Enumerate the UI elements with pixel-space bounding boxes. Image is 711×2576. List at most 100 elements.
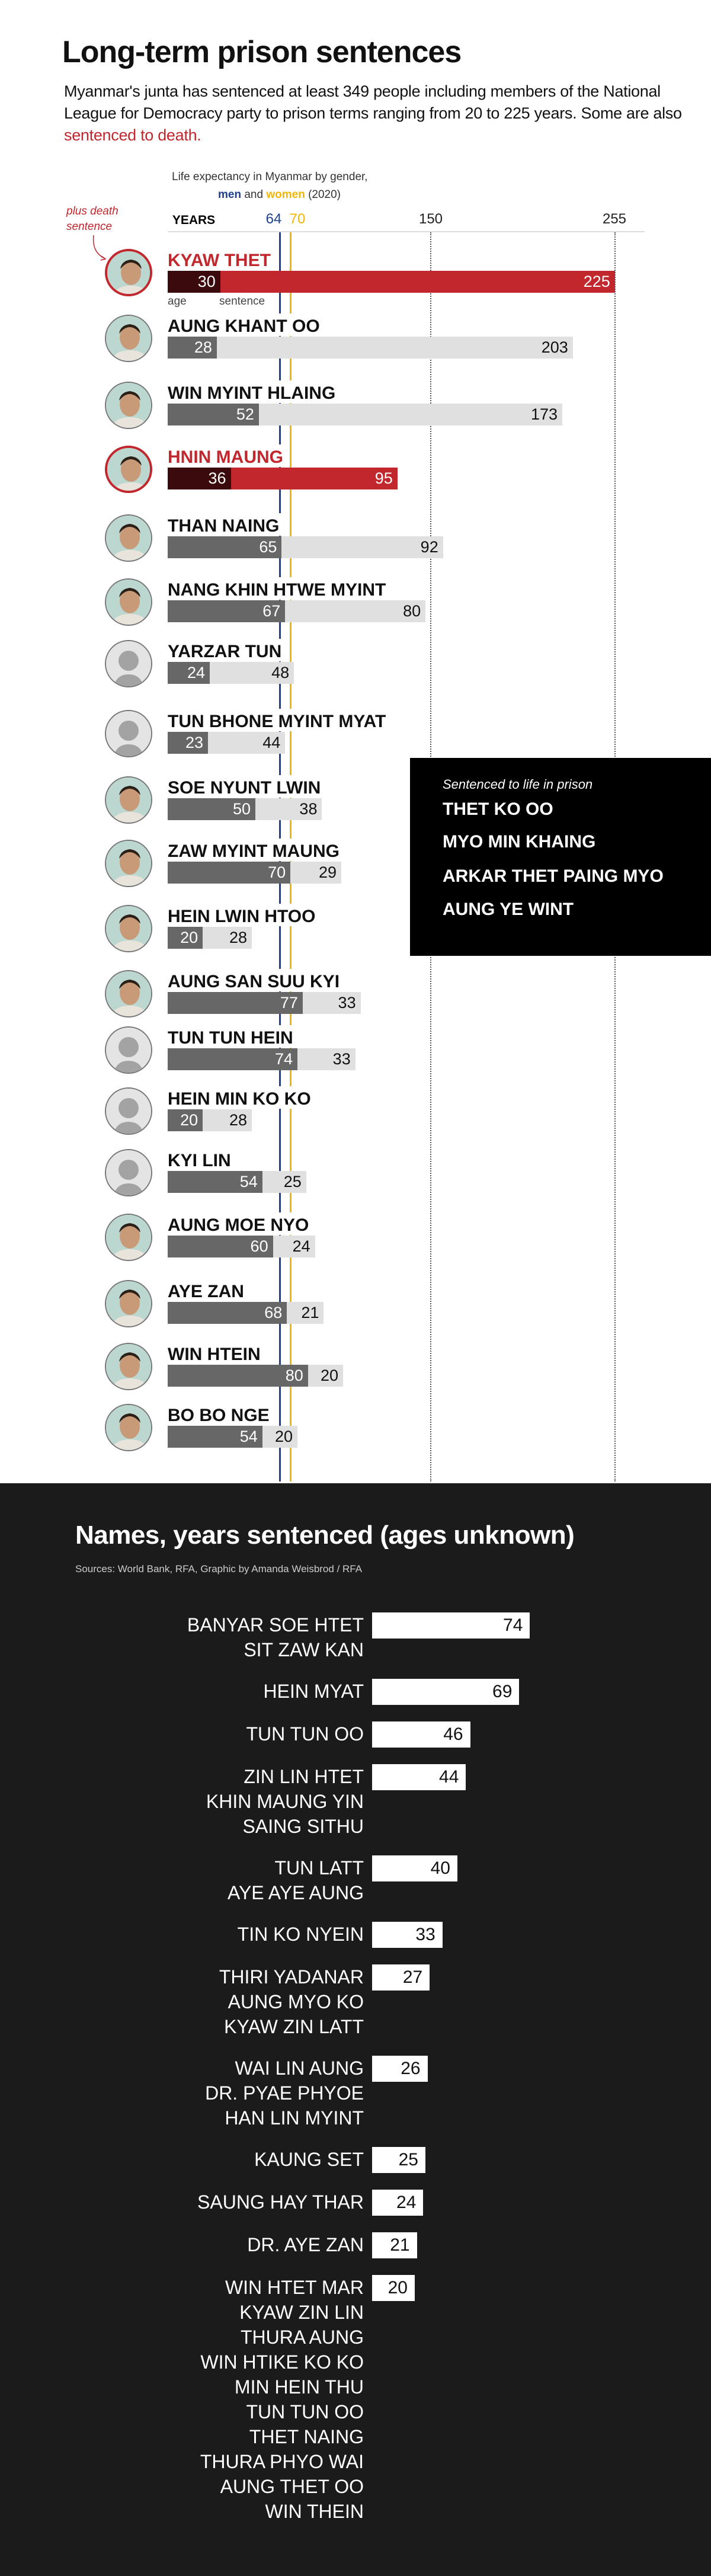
group-names: BANYAR SOE HTET SIT ZAW KAN <box>0 1612 364 1662</box>
sentence-group: WIN HTET MAR KYAW ZIN LIN THURA AUNG WIN HT… <box>0 2275 711 2524</box>
person-photo-avatar <box>105 446 152 493</box>
person-name: DR. PYAE PHYOE <box>205 2082 364 2104</box>
age-bar: 67 <box>168 600 286 622</box>
age-label: age <box>168 295 187 308</box>
years-bar: 44 <box>372 1764 466 1790</box>
person-name: KYAW THET <box>168 248 276 270</box>
person-photo-avatar <box>105 905 152 952</box>
page-subtitle: Myanmar's junta has sentenced at least 3… <box>64 81 692 146</box>
person-name: AUNG THET OO <box>220 2476 364 2497</box>
life-sentence-name: MYO MIN KHAING <box>443 832 596 852</box>
person-name: AUNG MYO KO <box>228 1991 364 2012</box>
person-name: ZAW MYINT MAUNG <box>168 839 344 861</box>
age-bar: 28 <box>168 337 217 359</box>
tick-label-64: 64 <box>265 211 282 227</box>
person-name: HEIN MYAT <box>263 1681 364 1702</box>
age-bar: 30 <box>168 271 220 293</box>
person-photo-avatar <box>105 514 152 562</box>
person-photo-avatar <box>105 970 152 1017</box>
person-name: WIN HTIKE KO KO <box>200 2351 364 2373</box>
sentence-value: 25 <box>283 1173 302 1191</box>
tick-label-70: 70 <box>289 211 306 227</box>
person-name: HEIN MIN KO KO <box>168 1086 316 1109</box>
person-name: KYI LIN <box>168 1148 236 1170</box>
placeholder-avatar-icon <box>105 1087 152 1135</box>
sentence-group: TIN KO NYEIN 33 <box>0 1922 711 1948</box>
person-name: THAN NAING <box>168 513 284 536</box>
sentence-value: 24 <box>292 1237 310 1255</box>
sentence-group: HEIN MYAT 69 <box>0 1679 711 1705</box>
person-name: MIN HEIN THU <box>234 2376 364 2398</box>
years-bar: 26 <box>372 2056 428 2082</box>
years-bar: 25 <box>372 2147 425 2173</box>
subtitle-death-text: sentenced to death. <box>64 126 201 144</box>
age-value: 54 <box>239 1173 258 1191</box>
person-name: THIRI YADANAR <box>219 1966 364 1988</box>
person-name: TUN TUN OO <box>246 2401 364 2423</box>
sentence-value: 20 <box>274 1428 293 1445</box>
life-sentence-name: THET KO OO <box>443 799 553 819</box>
age-bar: 20 <box>168 927 203 949</box>
age-bar: 68 <box>168 1302 287 1324</box>
axis-label-years: YEARS <box>172 213 216 227</box>
age-value: 68 <box>264 1304 283 1321</box>
sentence-group: KAUNG SET 25 <box>0 2147 711 2173</box>
person-name: TIN KO NYEIN <box>237 1924 364 1945</box>
person-name: SIT ZAW KAN <box>244 1639 364 1660</box>
legend-and: and <box>244 188 264 201</box>
person-name: TUN TUN HEIN <box>168 1025 298 1048</box>
age-bar: 65 <box>168 536 282 558</box>
life-expectancy-legend: Life expectancy in Myanmar by gender, me… <box>172 168 368 204</box>
person-name: AUNG MOE NYO <box>168 1212 314 1235</box>
age-value: 52 <box>236 405 254 423</box>
tick-label-255: 255 <box>602 211 627 227</box>
group-names: THIRI YADANAR AUNG MYO KO KYAW ZIN LATT <box>0 1964 364 2039</box>
years-bar: 27 <box>372 1964 430 1991</box>
tick-label-150: 150 <box>418 211 443 227</box>
age-value: 54 <box>239 1428 258 1445</box>
placeholder-avatar-icon <box>105 1149 152 1196</box>
age-value: 30 <box>197 273 216 290</box>
group-names: WAI LIN AUNG DR. PYAE PHYOE HAN LIN MYINT <box>0 2056 364 2130</box>
age-bar: 74 <box>168 1048 298 1070</box>
group-names: KAUNG SET <box>0 2147 364 2172</box>
sentence-value: 38 <box>299 800 318 818</box>
placeholder-avatar-icon <box>105 710 152 757</box>
sentence-group: DR. AYE ZAN 21 <box>0 2232 711 2258</box>
sentence-value: 29 <box>318 863 337 881</box>
death-sentence-note: plus death sentence <box>66 204 118 235</box>
person-name: KYAW ZIN LIN <box>239 2302 364 2323</box>
axis-line <box>168 231 645 232</box>
age-value: 23 <box>185 734 204 751</box>
age-value: 28 <box>194 338 212 356</box>
sentence-value: 48 <box>271 664 290 681</box>
age-bar: 52 <box>168 404 259 425</box>
sentence-group: WAI LIN AUNG DR. PYAE PHYOE HAN LIN MYINT 2… <box>0 2056 711 2130</box>
age-bar: 20 <box>168 1109 203 1131</box>
person-name: TUN LATT <box>274 1857 364 1879</box>
sentence-value: 95 <box>374 469 393 487</box>
person-name: HNIN MAUNG <box>168 444 288 467</box>
sentence-bar: 203 <box>168 337 573 359</box>
person-name: DR. AYE ZAN <box>247 2234 364 2255</box>
person-name: WAI LIN AUNG <box>235 2057 364 2079</box>
legend-women: women <box>266 188 305 201</box>
sentence-group: TUN LATT AYE AYE AUNG 40 <box>0 1855 711 1905</box>
placeholder-avatar-icon <box>105 1026 152 1074</box>
sentence-label: sentence <box>219 295 265 308</box>
sentence-value: 20 <box>320 1367 338 1384</box>
person-name: THET NAING <box>249 2426 364 2447</box>
age-bar: 50 <box>168 798 255 820</box>
person-name: SAUNG HAY THAR <box>197 2191 364 2213</box>
age-bar: 77 <box>168 992 303 1014</box>
sentence-value: 33 <box>338 994 356 1012</box>
age-value: 77 <box>280 994 298 1012</box>
age-value: 36 <box>208 469 226 487</box>
group-names: TUN TUN OO <box>0 1721 364 1746</box>
years-bar: 40 <box>372 1855 457 1881</box>
group-names: SAUNG HAY THAR <box>0 2190 364 2215</box>
person-name: WIN HTEIN <box>168 1342 265 1364</box>
sentence-group: THIRI YADANAR AUNG MYO KO KYAW ZIN LATT 27 <box>0 1964 711 2039</box>
placeholder-avatar-icon <box>105 640 152 687</box>
person-photo-avatar <box>105 776 152 824</box>
